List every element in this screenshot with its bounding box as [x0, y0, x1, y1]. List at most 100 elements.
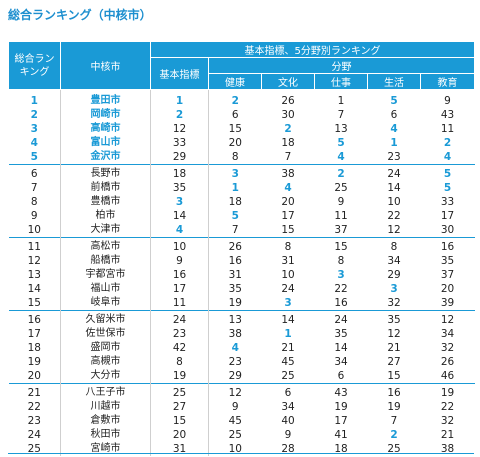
cell-city: 高槻市: [60, 355, 151, 369]
cell-work: 9: [337, 196, 345, 208]
cell-rank: 25: [8, 442, 61, 456]
cell-basic: 1: [150, 89, 209, 108]
cell-life: 29: [387, 269, 401, 281]
cell-edu: 33: [440, 196, 455, 208]
cell-life: 10: [387, 196, 401, 208]
cell-work: 16: [334, 297, 348, 309]
cell-work: 22: [334, 283, 348, 295]
cell-work: 5: [337, 137, 345, 149]
cell-edu: 26: [440, 356, 455, 368]
cell-life: 2: [390, 429, 398, 441]
cell-culture: 30: [281, 109, 295, 121]
cell-work: 1: [337, 95, 345, 107]
header-life: 生活: [367, 73, 421, 90]
cell-work: 35: [334, 328, 348, 340]
cell-edu: 19: [420, 383, 475, 400]
cell-culture: 24: [281, 283, 295, 295]
cell-rank: 8: [8, 195, 61, 209]
cell-work: 17: [334, 415, 348, 427]
cell-city: 福山市: [60, 282, 151, 296]
cell-life: 3: [390, 283, 398, 295]
cell-rank: 11: [8, 237, 61, 254]
cell-life: 15: [387, 370, 401, 382]
cell-culture: 15: [281, 224, 295, 236]
cell-work: 18: [334, 443, 348, 455]
cell-culture: 45: [281, 356, 295, 368]
cell-rank: 4: [8, 136, 61, 150]
cell-city: 宮崎市: [60, 442, 151, 456]
cell-life: 8: [367, 237, 421, 254]
table-row: 22 川越市 27 9 34 19 19 22: [8, 400, 475, 414]
cell-health: 35: [228, 283, 242, 295]
cell-health: 13: [208, 310, 262, 327]
cell-life: 34: [387, 255, 401, 267]
cell-city: 宇都宮市: [60, 268, 151, 282]
cell-edu: 43: [440, 109, 455, 121]
cell-edu: 5: [443, 182, 452, 194]
cell-culture: 2: [284, 123, 292, 135]
cell-basic: 20: [150, 428, 209, 442]
cell-work: 37: [334, 224, 348, 236]
cell-health: 26: [208, 237, 262, 254]
cell-culture: 40: [281, 415, 295, 427]
cell-basic: 24: [150, 310, 209, 327]
cell-city: 柏市: [60, 209, 151, 223]
cell-rank: 22: [8, 400, 61, 414]
cell-health: 38: [228, 328, 242, 340]
cell-rank: 23: [8, 414, 61, 428]
table-row: 24 秋田市 20 25 9 41 2 21: [8, 428, 475, 442]
cell-health: 5: [231, 210, 239, 222]
cell-city: 豊橋市: [60, 195, 151, 209]
table-row: 12 船橋市 9 16 31 8 34 35: [8, 254, 475, 268]
cell-work: 14: [334, 342, 348, 354]
header-basic: 基本指標: [150, 57, 209, 90]
table-row: 2 岡崎市 2 6 30 7 6 43: [8, 108, 475, 122]
header-fields: 分野: [208, 57, 475, 74]
cell-work: 25: [334, 182, 348, 194]
cell-rank: 17: [8, 327, 61, 341]
cell-rank: 7: [8, 181, 61, 195]
cell-work: 19: [334, 401, 348, 413]
cell-culture: 38: [261, 164, 315, 181]
table-row: 14 福山市 17 35 24 22 3 20: [8, 282, 475, 296]
cell-health: 10: [228, 443, 242, 455]
cell-city: 高崎市: [60, 122, 151, 136]
cell-edu: 12: [420, 310, 475, 327]
cell-health: 4: [231, 342, 239, 354]
cell-city: 久留米市: [60, 310, 151, 327]
cell-rank: 12: [8, 254, 61, 268]
cell-basic: 35: [150, 181, 209, 195]
cell-city: 秋田市: [60, 428, 151, 442]
cell-life: 16: [367, 383, 421, 400]
cell-basic: 16: [150, 268, 209, 282]
cell-culture: 28: [281, 443, 295, 455]
cell-edu: 37: [440, 269, 455, 281]
cell-life: 27: [387, 356, 401, 368]
cell-life: 21: [387, 342, 401, 354]
table-row: 11 高松市 10 26 8 15 8 16: [8, 237, 475, 254]
cell-health: 6: [231, 109, 239, 121]
cell-health: 20: [228, 137, 242, 149]
table-row: 9 柏市 14 5 17 11 22 17: [8, 209, 475, 223]
cell-basic: 27: [150, 400, 209, 414]
cell-city: 高松市: [60, 237, 151, 254]
table-header: 総合ラン キング 中核市 基本指標、5分野別ランキング 基本指標 分野 健康 文…: [8, 41, 475, 90]
cell-life: 22: [387, 210, 401, 222]
cell-city: 岡崎市: [60, 108, 151, 122]
cell-basic: 2: [150, 108, 209, 122]
table-body: 1 豊田市 1 2 26 1 5 9 2 岡崎市 2 6 30 7 6 43 3 高崎市 12 15 2 13 4 11 4 富山…: [8, 89, 475, 456]
cell-work: 3: [337, 269, 345, 281]
cell-basic: 25: [150, 383, 209, 400]
cell-basic: 11: [150, 296, 209, 311]
header-city: 中核市: [60, 41, 151, 90]
cell-city: 大分市: [60, 369, 151, 384]
cell-basic: 31: [150, 442, 209, 456]
cell-health: 23: [228, 356, 242, 368]
cell-work: 6: [337, 370, 345, 382]
table-row: 1 豊田市 1 2 26 1 5 9: [8, 89, 475, 108]
table-row: 23 倉敷市 15 45 40 17 7 32: [8, 414, 475, 428]
cell-culture: 1: [284, 328, 292, 340]
cell-edu: 5: [420, 164, 475, 181]
table-row: 18 盛岡市 42 4 21 14 21 32: [8, 341, 475, 355]
header-health: 健康: [208, 73, 262, 90]
